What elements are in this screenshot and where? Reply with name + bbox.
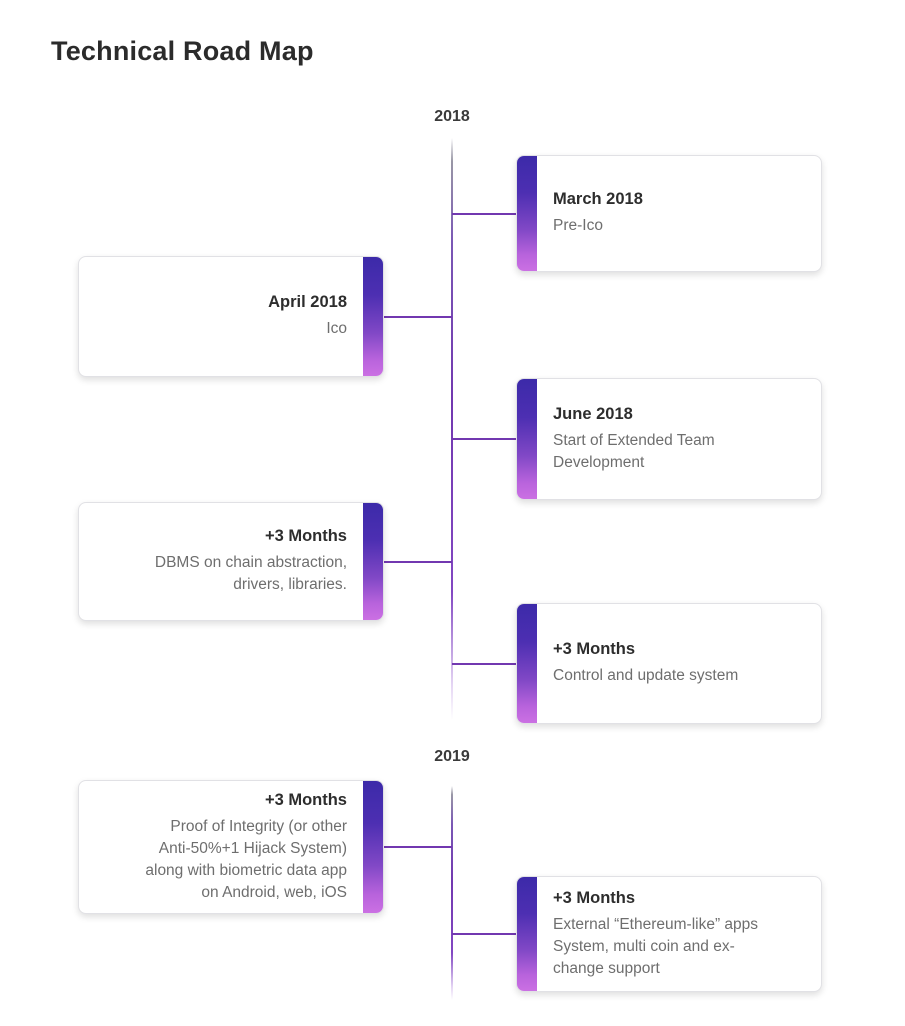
gradient-accent-bar xyxy=(517,156,537,271)
timeline-card: +3 Months DBMS on chain abstraction, driv… xyxy=(78,502,384,621)
connector-line xyxy=(452,438,518,440)
timeline-card: +3 Months Proof of Integrity (or other An… xyxy=(78,780,384,914)
timeline-year-label: 2019 xyxy=(434,748,470,765)
timeline-card: March 2018 Pre-Ico xyxy=(516,155,822,272)
timeline-card-title: +3 Months xyxy=(553,888,636,907)
timeline-card: June 2018 Start of Extended Team Developm… xyxy=(516,378,822,500)
timeline-card-title: April 2018 xyxy=(268,293,347,311)
gradient-accent-bar xyxy=(517,877,537,991)
timeline-card-body: +3 Months External “Ethereum-like” apps S… xyxy=(537,877,821,991)
timeline-card-title: March 2018 xyxy=(553,190,643,208)
timeline-card-description: Pre-Ico xyxy=(553,217,603,234)
timeline-axis-line xyxy=(451,786,453,1000)
connector-line xyxy=(382,846,452,848)
timeline-card-title: +3 Months xyxy=(264,790,347,809)
timeline-card-description: External “Ethereum-like” apps System, mu… xyxy=(553,915,759,977)
timeline-card-body: +3 Months Proof of Integrity (or other An… xyxy=(79,781,363,913)
timeline-card-body: +3 Months Control and update system xyxy=(537,604,821,723)
timeline-card: +3 Months Control and update system xyxy=(516,603,822,724)
page-title: Technical Road Map xyxy=(51,36,314,66)
connector-line xyxy=(452,933,518,935)
timeline-card-title: +3 Months xyxy=(553,640,636,658)
timeline-card-title: +3 Months xyxy=(264,527,347,545)
connector-line xyxy=(382,315,452,318)
gradient-accent-bar xyxy=(363,503,383,620)
gradient-accent-bar xyxy=(363,257,383,376)
timeline-axis-line xyxy=(451,138,453,720)
timeline-card-description: Ico xyxy=(326,320,347,337)
connector-line xyxy=(452,212,518,215)
connector-line xyxy=(382,560,452,563)
timeline-card-title: June 2018 xyxy=(553,404,633,423)
gradient-accent-bar xyxy=(363,781,383,913)
timeline-card-description: Proof of Integrity (or other Anti-50%+1 … xyxy=(145,817,347,901)
timeline-year-label: 2018 xyxy=(434,108,470,125)
timeline-card-description: Control and update system xyxy=(553,667,739,684)
gradient-accent-bar xyxy=(517,604,537,723)
timeline-card-body: April 2018 Ico xyxy=(79,257,363,376)
timeline-card-description: Start of Extended Team Development xyxy=(553,431,715,471)
timeline-card-body: March 2018 Pre-Ico xyxy=(537,156,821,271)
timeline-card: +3 Months External “Ethereum-like” apps S… xyxy=(516,876,822,992)
gradient-accent-bar xyxy=(517,379,537,499)
connector-line xyxy=(452,662,518,665)
timeline-card: April 2018 Ico xyxy=(78,256,384,377)
timeline-card-description: DBMS on chain abstraction, drivers, libr… xyxy=(154,554,347,593)
timeline-card-body: +3 Months DBMS on chain abstraction, driv… xyxy=(79,503,363,620)
timeline-card-body: June 2018 Start of Extended Team Developm… xyxy=(537,379,821,499)
